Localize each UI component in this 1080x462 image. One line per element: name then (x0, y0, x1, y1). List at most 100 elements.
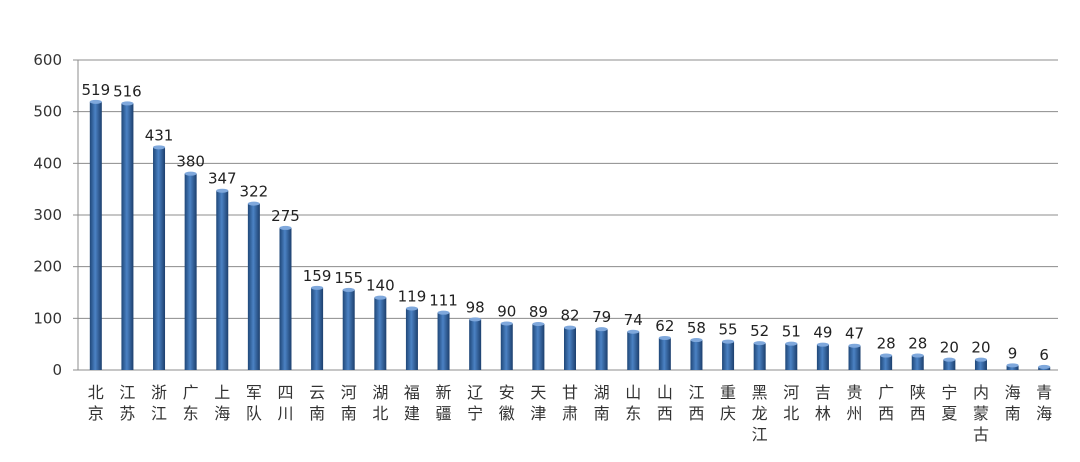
data-label: 82 (560, 307, 579, 325)
data-label: 20 (971, 339, 990, 357)
data-label: 58 (687, 319, 706, 337)
y-tick-label: 100 (33, 309, 62, 327)
bar-cap (880, 353, 893, 358)
bar (342, 289, 355, 370)
data-label: 119 (398, 288, 427, 306)
bar (658, 337, 671, 370)
bar (247, 203, 260, 370)
bar-cap (342, 287, 355, 292)
data-label: 347 (208, 170, 237, 188)
data-label: 62 (655, 317, 674, 335)
bar (564, 327, 576, 370)
x-tick-label: 宁夏 (941, 383, 957, 423)
data-label: 111 (429, 292, 458, 310)
x-tick-label: 安徽 (499, 383, 515, 423)
bar-cap (247, 201, 260, 206)
bar-cap (279, 225, 292, 230)
gridlines (78, 59, 1058, 371)
x-axis-categories: 北京江苏浙江广东上海军队四川云南河南湖北福建新疆辽宁安徽天津甘肃湖南山东山西江西… (88, 383, 1052, 444)
data-label: 6 (1039, 346, 1049, 364)
data-label: 51 (782, 323, 801, 341)
bar (880, 355, 893, 370)
bar-cap (469, 317, 482, 322)
data-label: 9 (1008, 344, 1018, 362)
bar (437, 312, 450, 370)
x-tick-label: 广东 (183, 383, 199, 423)
x-tick-label: 福建 (404, 383, 420, 423)
x-tick-label: 湖南 (594, 383, 610, 423)
bar-cap (816, 342, 829, 347)
data-label: 28 (877, 335, 896, 353)
bar (532, 324, 545, 370)
y-tick-label: 200 (33, 258, 62, 276)
x-tick-label: 山西 (657, 383, 673, 423)
x-tick-label: 广西 (878, 383, 894, 423)
data-label: 380 (176, 153, 205, 171)
bar-cap (690, 338, 703, 343)
bar (753, 343, 766, 370)
bar (1006, 365, 1019, 370)
bar-cap (532, 322, 545, 327)
x-tick-label: 新疆 (436, 383, 452, 423)
bar-cap (437, 310, 450, 315)
bar-cap (564, 325, 576, 330)
bar (848, 345, 861, 370)
x-tick-label: 云南 (309, 383, 325, 423)
bar-cap (216, 188, 229, 193)
x-tick-label: 天津 (530, 383, 546, 423)
bar-cap (753, 341, 766, 346)
x-tick-label: 内蒙古 (973, 383, 989, 444)
data-label: 28 (908, 335, 927, 353)
bar-cap (658, 335, 671, 340)
y-axis: 0 100 200 300 400 500 600 (33, 51, 79, 379)
x-tick-label: 河北 (783, 383, 799, 423)
bar-cap (911, 353, 924, 358)
data-label: 79 (592, 308, 611, 326)
bar (816, 344, 829, 370)
x-tick-label: 浙江 (151, 383, 167, 423)
bar-cap (405, 306, 418, 311)
y-tick-label: 600 (33, 51, 62, 69)
x-tick-label: 陕西 (910, 383, 926, 423)
bar-cap (785, 341, 798, 346)
data-label: 74 (624, 311, 643, 329)
y-tick-label: 300 (33, 206, 62, 224)
x-tick-label: 江西 (688, 383, 704, 423)
bar (311, 287, 324, 370)
x-tick-label: 江苏 (119, 383, 135, 423)
bar (722, 341, 735, 370)
bar-cap (184, 171, 197, 176)
bar (405, 308, 418, 370)
data-label: 431 (145, 126, 174, 144)
bar-cap (500, 321, 513, 326)
x-tick-label: 重庆 (720, 383, 736, 423)
bar (184, 173, 197, 370)
bar (974, 359, 987, 370)
bar-cap (722, 339, 735, 344)
bar (469, 319, 482, 370)
bar-cap (153, 145, 166, 150)
bar-cap (1006, 363, 1019, 368)
data-label: 519 (81, 81, 110, 99)
data-label: 322 (240, 183, 269, 201)
bar-cap (89, 99, 102, 104)
x-tick-label: 北京 (88, 383, 104, 423)
x-tick-label: 海南 (1005, 383, 1021, 423)
x-tick-label: 四川 (277, 383, 293, 423)
bar-cap (595, 327, 608, 332)
x-tick-label: 山东 (625, 383, 641, 423)
bar (216, 190, 229, 370)
data-label: 155 (334, 269, 363, 287)
data-label: 98 (466, 298, 485, 316)
bar (500, 323, 513, 370)
x-tick-label: 辽宁 (467, 383, 483, 423)
x-tick-label: 湖北 (372, 383, 388, 423)
data-label: 47 (845, 325, 864, 343)
x-tick-label: 河南 (341, 383, 357, 423)
bar (627, 331, 640, 370)
data-label: 52 (750, 322, 769, 340)
x-tick-label: 青海 (1036, 383, 1052, 423)
data-label: 20 (940, 339, 959, 357)
